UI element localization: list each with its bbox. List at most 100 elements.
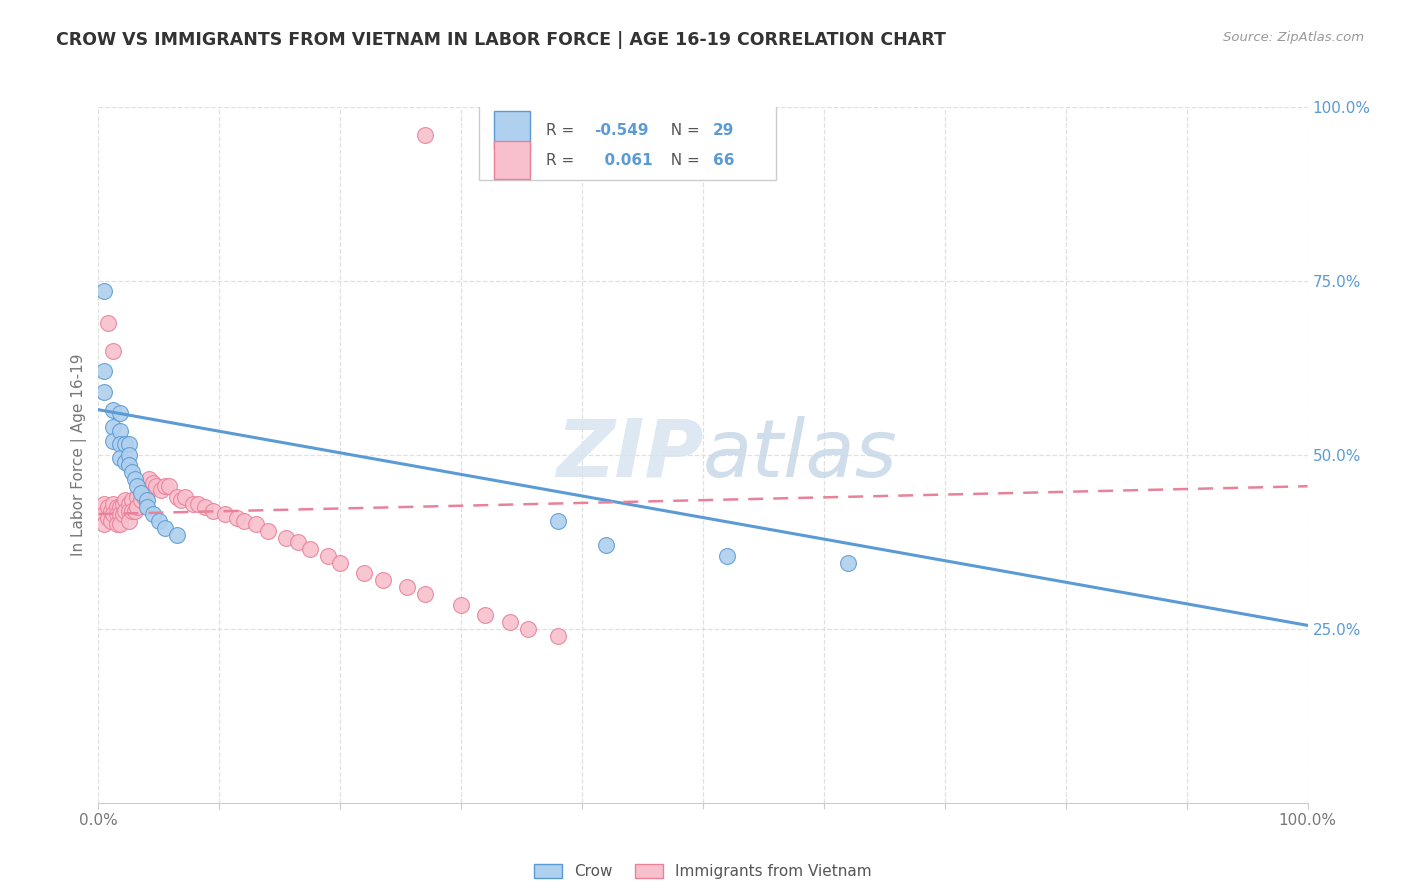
Point (256, 524, 278, 539)
Point (108, 500, 131, 514)
Point (124, 472, 146, 486)
Point (121, 503, 143, 517)
Point (316, 549, 339, 563)
Point (395, 580, 418, 594)
Point (118, 497, 141, 511)
Point (157, 479, 180, 493)
Point (148, 514, 170, 528)
Point (97, 500, 120, 514)
Point (142, 507, 165, 521)
Point (413, 587, 436, 601)
Point (101, 420, 124, 434)
Point (174, 490, 197, 504)
Point (166, 528, 188, 542)
Point (716, 549, 738, 563)
Text: R =: R = (546, 153, 579, 168)
Point (194, 500, 217, 514)
Text: -0.549: -0.549 (595, 123, 648, 138)
Point (101, 507, 124, 521)
Point (108, 437, 131, 451)
Point (108, 406, 131, 420)
Point (114, 455, 136, 469)
Point (547, 514, 569, 528)
Point (108, 451, 131, 466)
Point (274, 532, 297, 546)
Point (105, 517, 128, 532)
Point (474, 607, 496, 622)
Point (150, 483, 173, 497)
Point (93, 364, 115, 378)
Point (108, 507, 131, 521)
Point (153, 521, 176, 535)
Point (214, 507, 236, 521)
Point (100, 503, 122, 517)
Y-axis label: In Labor Force | Age 16-19: In Labor Force | Age 16-19 (72, 353, 87, 557)
Point (97, 316, 120, 330)
Point (127, 490, 149, 504)
Point (118, 503, 141, 517)
Text: R =: R = (546, 123, 579, 138)
Point (101, 402, 124, 417)
Point (101, 497, 124, 511)
Point (299, 541, 322, 556)
Point (93, 285, 115, 299)
Text: N =: N = (661, 153, 704, 168)
Point (111, 497, 134, 511)
Point (169, 493, 191, 508)
Point (516, 622, 538, 636)
Point (450, 598, 472, 612)
Point (121, 493, 143, 508)
Point (166, 490, 188, 504)
Point (97, 510, 120, 524)
Point (105, 507, 128, 521)
Point (114, 437, 136, 451)
Point (105, 500, 128, 514)
Text: ZIP: ZIP (555, 416, 703, 494)
Point (111, 507, 134, 521)
Point (371, 573, 394, 587)
Point (287, 535, 309, 549)
Point (135, 500, 157, 514)
Point (118, 437, 141, 451)
Text: 0.061: 0.061 (595, 153, 652, 168)
Point (329, 556, 352, 570)
Text: N =: N = (661, 123, 704, 138)
Point (413, 128, 436, 142)
Point (153, 479, 176, 493)
Point (134, 490, 156, 504)
Point (93, 497, 115, 511)
Point (127, 479, 149, 493)
Point (121, 466, 143, 480)
Point (135, 493, 157, 508)
Point (353, 566, 375, 581)
Point (101, 343, 124, 358)
Point (138, 472, 160, 486)
Point (138, 483, 160, 497)
Point (118, 458, 141, 473)
Point (114, 493, 136, 508)
Point (245, 517, 267, 532)
Point (547, 629, 569, 643)
Point (93, 385, 115, 400)
Point (181, 497, 204, 511)
Point (202, 503, 225, 517)
Point (232, 514, 254, 528)
Point (127, 500, 149, 514)
Point (129, 486, 152, 500)
Point (93, 507, 115, 521)
Point (100, 514, 122, 528)
Point (101, 434, 124, 448)
Point (595, 538, 617, 552)
Point (498, 615, 520, 629)
Point (145, 479, 167, 493)
Legend: Crow, Immigrants from Vietnam: Crow, Immigrants from Vietnam (529, 858, 877, 886)
Point (187, 497, 209, 511)
Point (93, 517, 115, 532)
Point (124, 503, 146, 517)
Point (118, 514, 141, 528)
Point (142, 475, 165, 490)
Point (837, 556, 859, 570)
Point (108, 517, 131, 532)
Text: Source: ZipAtlas.com: Source: ZipAtlas.com (1223, 31, 1364, 45)
Bar (494, 112, 530, 150)
